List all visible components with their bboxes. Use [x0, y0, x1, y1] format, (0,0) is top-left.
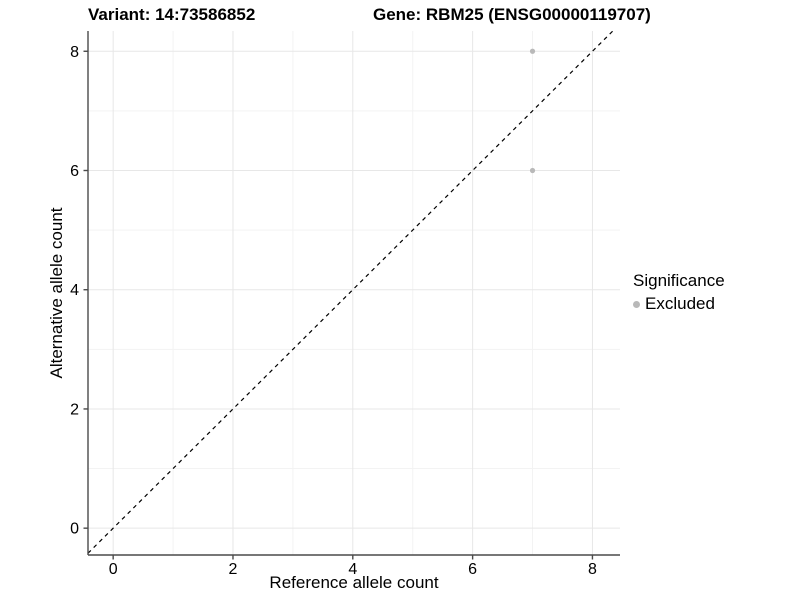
y-tick-label: 6	[70, 163, 79, 180]
gene-title: Gene: RBM25 (ENSG00000119707)	[373, 5, 651, 24]
x-tick-label: 4	[348, 561, 357, 578]
x-tick-label: 2	[229, 561, 238, 578]
legend-title: Significance	[633, 271, 725, 290]
y-axis-title: Alternative allele count	[47, 207, 66, 379]
variant-title: Variant: 14:73586852	[88, 5, 256, 24]
x-tick-label: 6	[468, 561, 477, 578]
x-axis-title: Reference allele count	[269, 573, 439, 592]
legend-item-excluded: Excluded	[633, 294, 725, 314]
identity-dashed-line	[87, 30, 614, 554]
data-point	[529, 48, 536, 54]
data-point	[529, 167, 536, 174]
y-tick-label: 4	[70, 282, 79, 299]
x-tick-label: 0	[109, 561, 118, 578]
legend-point-icon	[633, 300, 640, 308]
y-tick-label: 8	[70, 44, 79, 61]
y-tick-label: 0	[70, 521, 79, 538]
legend-item-label: Excluded	[645, 294, 715, 313]
x-tick-label: 8	[588, 561, 597, 578]
y-tick-label: 2	[70, 401, 79, 418]
legend: Significance Excluded	[633, 271, 725, 314]
